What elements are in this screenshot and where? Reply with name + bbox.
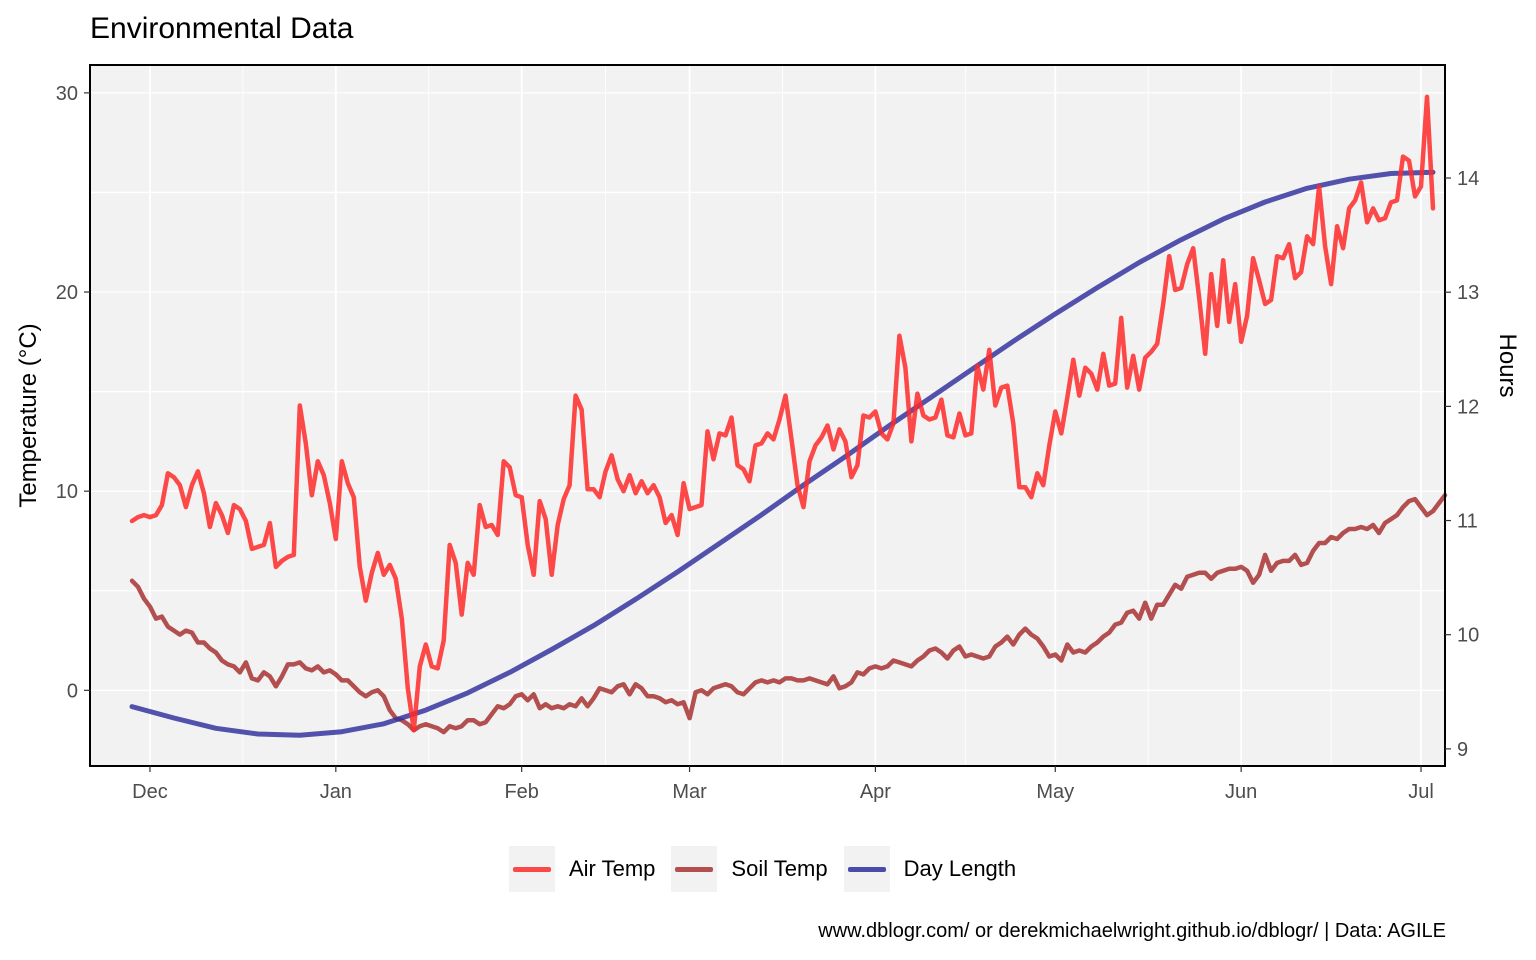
series-line-soil-temp (129, 492, 1448, 735)
x-tick-label: Feb (504, 781, 538, 803)
x-tick-label: Jul (1408, 781, 1434, 803)
series-lines (129, 94, 1448, 738)
x-tick-label: Mar (672, 781, 707, 803)
series-line-air-temp (129, 94, 1436, 733)
legend-swatch (513, 867, 551, 872)
legend-item-air-temp: Air Temp (509, 846, 655, 892)
x-tick-label: Dec (132, 781, 168, 803)
plot-panel (90, 65, 1445, 766)
y-tick-label: 0 (67, 680, 78, 702)
legend-key-soil-temp (671, 846, 718, 892)
series-line-day-length (129, 169, 1436, 738)
y-tick-label: 30 (56, 83, 78, 105)
x-tick-label: Jun (1225, 781, 1257, 803)
y2-tick-label: 14 (1457, 168, 1479, 190)
chart-title: Environmental Data (90, 12, 354, 45)
legend-label: Day Length (903, 856, 1017, 881)
legend-item-soil-temp: Soil Temp (671, 846, 828, 892)
legend-item-day-length: Day Length (843, 846, 1017, 892)
legend-label: Air Temp (569, 856, 656, 881)
legend: Air Temp Soil Temp Day Length (509, 846, 1032, 892)
x-tick-label: Jan (320, 781, 352, 803)
plot-border (89, 64, 1446, 767)
legend-key-day-length (843, 846, 890, 892)
axis-ticks: Dec Jan Feb Mar Apr May Jun Jul 0 10 20 30 9 10 11 12 13… (56, 83, 1480, 803)
y2-tick-label: 13 (1457, 282, 1479, 304)
legend-swatch (847, 867, 886, 872)
y-tick-label: 20 (56, 282, 78, 304)
y-tick-label: 10 (56, 481, 78, 503)
source-caption: www.dblogr.com/ or derekmichaelwright.gi… (818, 920, 1446, 942)
legend-key-air-temp (509, 846, 555, 892)
y2-tick-label: 12 (1457, 396, 1479, 418)
legend-label: Soil Temp (731, 856, 828, 881)
legend-swatch (675, 867, 714, 872)
x-tick-label: May (1036, 781, 1074, 803)
x-tick-label: Apr (860, 781, 891, 803)
y-axis-title: Temperature (°C) (15, 323, 42, 507)
y2-tick-label: 10 (1457, 625, 1479, 647)
y2-axis-title: Hours (1494, 333, 1521, 397)
y2-tick-label: 11 (1457, 511, 1478, 533)
y2-tick-label: 9 (1457, 739, 1468, 761)
